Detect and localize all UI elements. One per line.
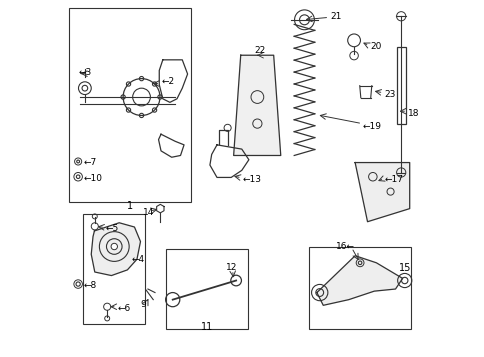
Bar: [69, 9, 191, 201]
Bar: [166, 249, 247, 329]
Text: 21: 21: [329, 12, 341, 21]
Polygon shape: [316, 256, 402, 305]
Circle shape: [111, 243, 117, 250]
Text: ←6: ←6: [117, 304, 131, 313]
Text: ←10: ←10: [84, 174, 103, 183]
Text: 11: 11: [200, 322, 212, 332]
Text: 9: 9: [140, 301, 146, 310]
Text: 1: 1: [127, 201, 133, 211]
Bar: [83, 214, 145, 324]
Bar: [396, 47, 405, 124]
Text: 20: 20: [369, 42, 380, 51]
Text: ←7: ←7: [84, 159, 97, 167]
Text: ←2: ←2: [161, 77, 175, 86]
Text: 23: 23: [383, 90, 395, 99]
Text: 14: 14: [142, 208, 153, 217]
Polygon shape: [91, 223, 140, 276]
Text: ←5: ←5: [106, 224, 119, 233]
Text: ←19: ←19: [362, 122, 381, 131]
Text: 22: 22: [254, 46, 265, 55]
Text: ←8: ←8: [84, 281, 97, 290]
Polygon shape: [233, 55, 280, 156]
Text: ←4: ←4: [132, 255, 145, 264]
Text: ←17: ←17: [384, 175, 403, 184]
Text: ←13: ←13: [242, 175, 261, 184]
Text: 12: 12: [226, 263, 237, 272]
Text: 16←: 16←: [336, 242, 355, 251]
Bar: [308, 247, 410, 329]
Text: 18: 18: [407, 109, 419, 118]
Text: ←3: ←3: [79, 69, 92, 77]
Text: 15: 15: [398, 263, 410, 273]
Polygon shape: [354, 162, 409, 222]
